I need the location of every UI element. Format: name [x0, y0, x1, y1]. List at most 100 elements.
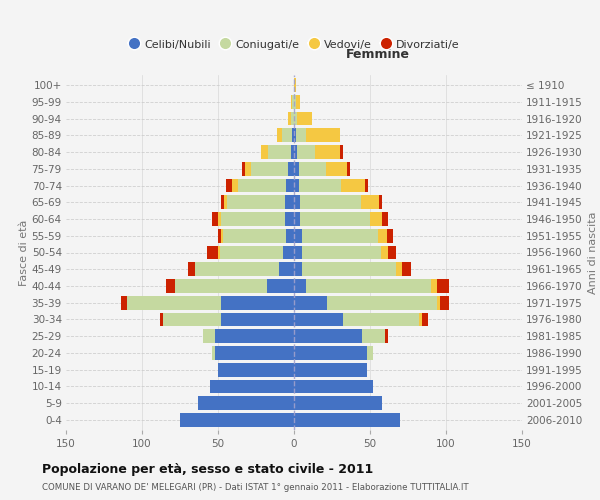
Bar: [292, 95, 294, 108]
Bar: [419, 312, 422, 326]
Bar: [294, 396, 382, 410]
Bar: [160, 312, 163, 326]
Bar: [380, 246, 388, 260]
Bar: [294, 178, 299, 192]
Bar: [175, 279, 266, 293]
Text: Femmine: Femmine: [346, 48, 410, 61]
Bar: [180, 413, 294, 427]
Bar: [302, 246, 380, 260]
Bar: [291, 145, 294, 159]
Bar: [211, 380, 294, 394]
Bar: [294, 413, 400, 427]
Bar: [251, 162, 288, 175]
Bar: [370, 212, 382, 226]
Bar: [396, 262, 402, 276]
Bar: [218, 212, 221, 226]
Bar: [437, 296, 440, 310]
Bar: [260, 145, 268, 159]
Bar: [294, 78, 296, 92]
Bar: [294, 262, 302, 276]
Bar: [121, 296, 127, 310]
Bar: [218, 246, 220, 260]
Bar: [288, 162, 294, 175]
Bar: [188, 262, 195, 276]
Bar: [227, 196, 285, 209]
Bar: [288, 112, 291, 126]
Bar: [422, 312, 428, 326]
Bar: [279, 262, 294, 276]
Bar: [218, 229, 221, 242]
Bar: [238, 178, 286, 192]
Bar: [294, 95, 296, 108]
Bar: [294, 162, 299, 175]
Bar: [294, 128, 296, 142]
Bar: [306, 279, 431, 293]
Bar: [294, 196, 300, 209]
Bar: [302, 262, 396, 276]
Bar: [431, 279, 437, 293]
Bar: [294, 212, 300, 226]
Bar: [242, 162, 245, 175]
Bar: [300, 212, 370, 226]
Bar: [367, 346, 373, 360]
Bar: [266, 279, 294, 293]
Bar: [208, 246, 218, 260]
Bar: [297, 112, 312, 126]
Bar: [402, 262, 411, 276]
Bar: [283, 246, 294, 260]
Bar: [300, 196, 361, 209]
Bar: [315, 145, 340, 159]
Y-axis label: Fasce di età: Fasce di età: [19, 220, 29, 286]
Bar: [220, 246, 283, 260]
Bar: [286, 178, 294, 192]
Bar: [294, 330, 362, 343]
Bar: [328, 296, 437, 310]
Bar: [195, 262, 279, 276]
Bar: [294, 112, 297, 126]
Bar: [296, 128, 306, 142]
Bar: [387, 229, 393, 242]
Bar: [437, 279, 449, 293]
Bar: [291, 95, 292, 108]
Bar: [286, 229, 294, 242]
Bar: [285, 212, 294, 226]
Bar: [223, 229, 286, 242]
Bar: [382, 212, 388, 226]
Bar: [294, 279, 306, 293]
Bar: [294, 145, 297, 159]
Bar: [226, 178, 232, 192]
Bar: [297, 145, 315, 159]
Bar: [294, 229, 302, 242]
Bar: [294, 312, 343, 326]
Bar: [212, 346, 215, 360]
Bar: [326, 162, 347, 175]
Bar: [299, 178, 341, 192]
Bar: [245, 162, 251, 175]
Bar: [347, 162, 350, 175]
Bar: [361, 196, 379, 209]
Bar: [340, 145, 343, 159]
Bar: [232, 178, 238, 192]
Legend: Celibi/Nubili, Coniugati/e, Vedovi/e, Divorziati/e: Celibi/Nubili, Coniugati/e, Vedovi/e, Di…: [124, 34, 464, 54]
Bar: [294, 296, 328, 310]
Bar: [294, 346, 367, 360]
Bar: [385, 330, 388, 343]
Bar: [203, 330, 215, 343]
Text: Popolazione per età, sesso e stato civile - 2011: Popolazione per età, sesso e stato civil…: [42, 462, 373, 475]
Bar: [296, 95, 300, 108]
Bar: [277, 128, 282, 142]
Bar: [285, 196, 294, 209]
Bar: [218, 363, 294, 376]
Bar: [302, 229, 377, 242]
Bar: [166, 279, 175, 293]
Bar: [294, 246, 302, 260]
Bar: [440, 296, 449, 310]
Bar: [292, 128, 294, 142]
Bar: [291, 112, 294, 126]
Bar: [294, 363, 367, 376]
Bar: [212, 212, 218, 226]
Bar: [294, 380, 373, 394]
Y-axis label: Anni di nascita: Anni di nascita: [589, 211, 598, 294]
Bar: [215, 346, 294, 360]
Bar: [198, 396, 294, 410]
